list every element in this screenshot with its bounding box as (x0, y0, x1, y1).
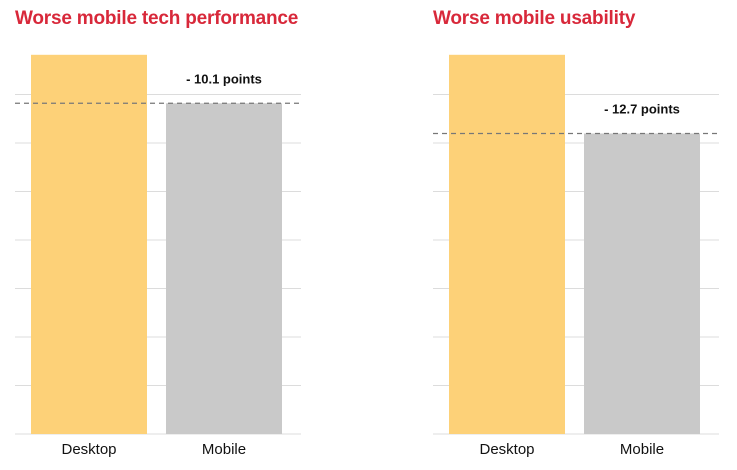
bar-mobile (166, 103, 282, 434)
category-label: Mobile (620, 441, 664, 458)
difference-label: - 10.1 points (186, 71, 262, 86)
category-label: Desktop (479, 441, 534, 458)
chart-left: Worse mobile tech performance Desktop Mob… (15, 0, 315, 470)
chart-right: Worse mobile usability Desktop Mobile - 12… (433, 0, 733, 470)
chart-title: Worse mobile tech performance (15, 8, 299, 29)
chart-title: Worse mobile usability (433, 8, 636, 29)
bar-desktop (31, 54, 147, 435)
chart-left-plot: Desktop Mobile - 10.1 points (15, 54, 301, 458)
category-label: Desktop (61, 441, 116, 458)
difference-label: - 12.7 points (604, 102, 680, 117)
bar-desktop (449, 54, 565, 435)
category-label: Mobile (202, 441, 246, 458)
bar-mobile (584, 133, 700, 434)
chart-right-plot: Desktop Mobile - 12.7 points (433, 54, 719, 458)
